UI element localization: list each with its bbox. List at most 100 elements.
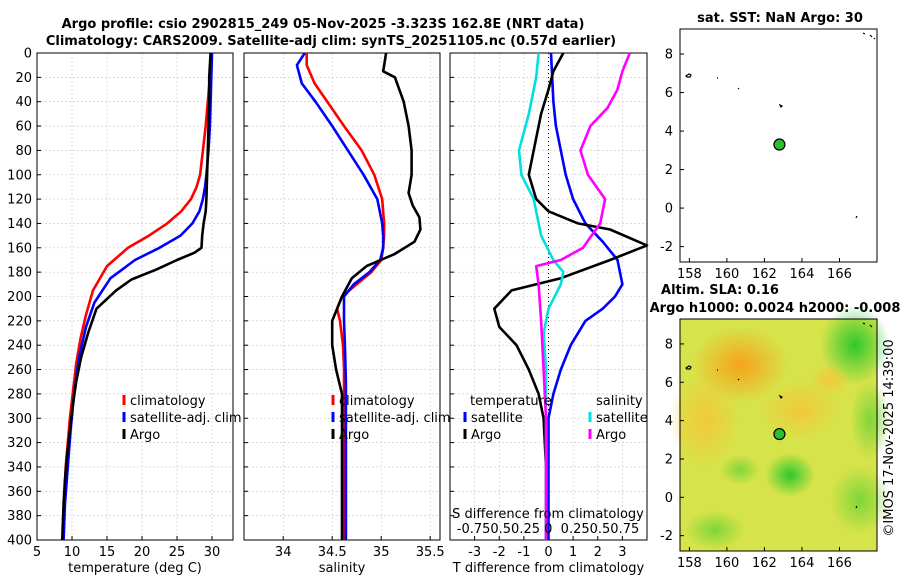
x-axis-label: temperature (deg C): [68, 561, 202, 576]
x-tick-label: 34.5: [318, 545, 347, 560]
y-tick-label: 300: [7, 412, 32, 427]
map-y-tick-label: 0: [665, 491, 673, 506]
legend-s-satellite: satellite: [596, 411, 648, 426]
legend-t-argo: Argo: [471, 428, 501, 443]
map-y-tick-label: 2: [665, 163, 673, 178]
legend-t-satellite: satellite: [471, 411, 523, 426]
y-tick-label: 260: [7, 363, 32, 378]
argo-location-marker: [773, 138, 786, 151]
figure-title-line2: Climatology: CARS2009. Satellite-adj cli…: [46, 34, 616, 49]
x-axis-label: T difference from climatology: [452, 561, 645, 576]
series-line-temperature-argo: [492, 52, 649, 540]
y-tick-label: 140: [7, 217, 32, 232]
s-difference-label: S difference from climatology: [452, 507, 644, 522]
figure-title-line1: Argo profile: csio 2902815_249 05-Nov-20…: [62, 17, 585, 32]
x-tick-label: 15: [99, 545, 116, 560]
x-axis-label: salinity: [319, 561, 366, 576]
y-tick-label: 80: [15, 144, 32, 159]
coastline: [685, 322, 873, 509]
map-x-tick-label: 158: [677, 556, 702, 571]
series-line-argo: [330, 52, 422, 540]
y-tick-label: 40: [15, 95, 32, 110]
series-line-salinity-argo: [534, 52, 632, 540]
x-tick-label: 10: [64, 545, 81, 560]
map-y-tick-label: 4: [665, 414, 673, 429]
legend-argo: Argo: [339, 428, 369, 443]
sla-map-title-line1: Altim. SLA: 0.16: [661, 283, 779, 298]
x-tick-label: 0: [544, 545, 552, 560]
x-tick-label: 35.5: [416, 545, 445, 560]
legend-satellite-adj: satellite-adj. clim: [130, 411, 242, 426]
map-x-tick-label: 160: [714, 556, 739, 571]
x-tick-label: -1: [517, 545, 530, 560]
series-line-salinity-satellite: [517, 52, 565, 540]
credit-text: ©IMOS 17-Nov-2025 14:39:00: [882, 339, 897, 536]
s-difference-ticks: -0.750.50.25 0 0.250.50.75: [457, 522, 640, 537]
salinity-legend: climatology satellite-adj. clim Argo: [331, 394, 451, 443]
map-y-tick-label: 8: [665, 337, 673, 352]
map-y-tick-label: -2: [660, 240, 673, 255]
legend-climatology: climatology: [130, 394, 206, 409]
y-tick-label: 200: [7, 290, 32, 305]
legend-header-temperature: temperature: [470, 394, 552, 409]
x-tick-label: 2: [594, 545, 602, 560]
series-line-satellite-adj-clim: [295, 52, 385, 540]
x-tick-label: 3: [618, 545, 626, 560]
y-tick-label: 100: [7, 168, 32, 183]
map-y-tick-label: 6: [665, 86, 673, 101]
sst-map: 158 160 162 164 166 -2 0 2 4 6 8: [660, 28, 878, 282]
y-tick-label: 280: [7, 387, 32, 402]
map-y-tick-label: 0: [665, 202, 673, 217]
y-tick-label: 20: [15, 71, 32, 86]
legend-argo: Argo: [130, 428, 160, 443]
map-x-tick-label: 162: [752, 556, 777, 571]
series-line-temperature-satellite: [547, 52, 624, 540]
sla-map: 158 160 162 164 166 -2 0 2 4 6 8: [660, 305, 890, 571]
x-tick-label: 1: [569, 545, 577, 560]
x-tick-label: 5: [33, 545, 41, 560]
map-y-tick-label: 8: [665, 48, 673, 63]
legend-s-argo: Argo: [596, 428, 626, 443]
sst-map-title: sat. SST: NaN Argo: 30: [697, 11, 863, 26]
map-y-tick-label: -2: [660, 529, 673, 544]
y-tick-label: 0: [24, 47, 32, 62]
y-tick-label: 400: [7, 534, 32, 549]
x-tick-label: 20: [134, 545, 151, 560]
y-tick-label: 180: [7, 266, 32, 281]
x-tick-label: 30: [204, 545, 221, 560]
y-tick-label: 360: [7, 485, 32, 500]
sla-field: [670, 305, 890, 550]
difference-legend: temperature salinity satellite Argo sate…: [463, 394, 648, 443]
x-tick-label: -2: [493, 545, 506, 560]
difference-panel: -3 -2 -1 0 1 2 3T difference from climatology: [449, 52, 649, 576]
x-tick-label: -3: [468, 545, 481, 560]
y-tick-label: 320: [7, 436, 32, 451]
y-tick-label: 160: [7, 241, 32, 256]
y-tick-label: 380: [7, 509, 32, 524]
temperature-legend: climatology satellite-adj. clim Argo: [122, 394, 242, 443]
map-y-tick-label: 6: [665, 376, 673, 391]
y-tick-label: 120: [7, 193, 32, 208]
y-tick-label: 340: [7, 460, 32, 475]
map-x-tick-label: 160: [714, 267, 739, 282]
x-tick-label: 34: [275, 545, 292, 560]
temperature-panel: 5 10 15 20 25 3002040608010012014016018020022…: [7, 47, 234, 576]
y-tick-label: 220: [7, 314, 32, 329]
argo-location-marker: [773, 427, 786, 441]
map-x-tick-label: 158: [677, 267, 702, 282]
coastline: [685, 32, 876, 219]
legend-satellite-adj: satellite-adj. clim: [339, 411, 451, 426]
legend-climatology: climatology: [339, 394, 415, 409]
map-y-tick-label: 4: [665, 125, 673, 140]
map-x-tick-label: 162: [752, 267, 777, 282]
map-x-tick-label: 166: [827, 267, 852, 282]
salinity-panel: 34 34.5 35 35.5 salinity: [243, 52, 445, 576]
map-x-tick-label: 164: [790, 556, 815, 571]
map-x-tick-label: 166: [827, 556, 852, 571]
x-tick-label: 25: [169, 545, 186, 560]
y-tick-label: 240: [7, 339, 32, 354]
map-x-tick-label: 164: [790, 267, 815, 282]
series-line-argo: [60, 52, 212, 541]
legend-header-salinity: salinity: [596, 394, 643, 409]
